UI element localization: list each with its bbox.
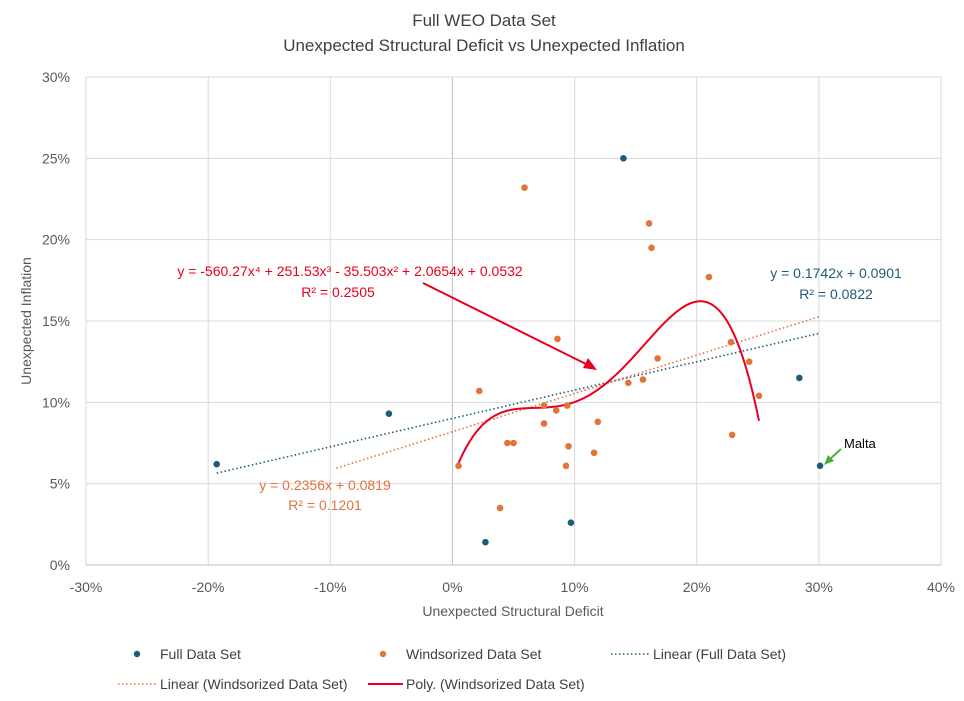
point-wins bbox=[594, 418, 602, 426]
point-wins bbox=[727, 338, 735, 346]
point-wins bbox=[648, 244, 655, 252]
point-wins bbox=[639, 376, 647, 383]
legend-label-full: Full Data Set bbox=[160, 646, 241, 662]
x-tick-label: 10% bbox=[561, 579, 589, 595]
point-wins bbox=[565, 442, 572, 450]
full-r2-label: R² = 0.0822 bbox=[799, 286, 873, 302]
malta-arrowhead bbox=[824, 455, 834, 465]
point-full bbox=[385, 410, 393, 418]
x-tick-label: -20% bbox=[192, 579, 225, 595]
poly-annotation-arrowhead bbox=[583, 358, 597, 370]
point-wins bbox=[705, 273, 713, 281]
point-wins bbox=[590, 449, 598, 457]
point-wins bbox=[540, 402, 548, 409]
full-equation-label: y = 0.1742x + 0.0901 bbox=[770, 265, 902, 281]
wins-equation-label: y = 0.2356x + 0.0819 bbox=[259, 477, 391, 493]
point-full bbox=[567, 519, 575, 527]
point-full bbox=[213, 460, 220, 468]
legend-label-poly-wins: Poly. (Windsorized Data Set) bbox=[406, 676, 585, 692]
point-wins bbox=[562, 462, 570, 470]
legend: Full Data Set Windsorized Data Set Linea… bbox=[118, 646, 786, 692]
legend-label-linear-full: Linear (Full Data Set) bbox=[653, 646, 786, 662]
point-full bbox=[816, 462, 824, 470]
x-tick-label: 0% bbox=[442, 579, 462, 595]
point-wins bbox=[476, 387, 483, 395]
chart-subtitle: Unexpected Structural Deficit vs Unexpec… bbox=[283, 36, 685, 55]
grid-lines bbox=[85, 76, 942, 566]
point-wins bbox=[654, 355, 661, 362]
point-wins bbox=[496, 504, 504, 512]
x-axis-ticks: -30% -20% -10% 0% 10% 20% 30% 40% bbox=[70, 579, 955, 595]
x-tick-label: 30% bbox=[805, 579, 833, 595]
y-tick-label: 25% bbox=[42, 150, 70, 166]
point-wins bbox=[645, 220, 653, 227]
wins-r2-label: R² = 0.1201 bbox=[288, 497, 362, 513]
point-wins bbox=[745, 358, 753, 365]
x-tick-label: 20% bbox=[683, 579, 711, 595]
y-axis-ticks: 0% 5% 10% 15% 20% 25% 30% bbox=[42, 69, 70, 573]
y-tick-label: 20% bbox=[42, 232, 70, 248]
legend-label-linear-wins: Linear (Windsorized Data Set) bbox=[160, 676, 348, 692]
point-full bbox=[620, 155, 627, 162]
y-tick-label: 5% bbox=[50, 476, 70, 492]
poly-equation-label: y = -560.27x⁴ + 251.53x³ - 35.503x² + 2.… bbox=[177, 263, 523, 279]
point-wins bbox=[728, 431, 736, 439]
point-full bbox=[482, 538, 489, 546]
point-wins bbox=[504, 439, 511, 447]
y-tick-label: 15% bbox=[42, 313, 70, 329]
y-tick-label: 0% bbox=[50, 557, 70, 573]
point-wins bbox=[563, 402, 571, 409]
poly-annotation-arrow bbox=[422, 282, 591, 367]
point-wins bbox=[510, 439, 517, 447]
y-tick-label: 30% bbox=[42, 69, 70, 85]
poly-r2-label: R² = 0.2505 bbox=[301, 284, 375, 300]
x-axis-label: Unexpected Structural Deficit bbox=[422, 603, 603, 619]
trendline-poly-wins bbox=[457, 300, 760, 464]
point-wins bbox=[540, 420, 548, 427]
point-wins bbox=[755, 392, 763, 400]
data-points bbox=[213, 155, 824, 546]
point-wins bbox=[521, 184, 528, 191]
point-wins bbox=[554, 335, 561, 343]
malta-label: Malta bbox=[844, 436, 877, 451]
point-wins bbox=[455, 462, 462, 470]
chart-title: Full WEO Data Set bbox=[412, 11, 556, 30]
y-axis-label: Unexpected Inflation bbox=[18, 257, 34, 385]
legend-label-wins: Windsorized Data Set bbox=[406, 646, 542, 662]
x-tick-label: 40% bbox=[927, 579, 955, 595]
trendline-linear-wins bbox=[336, 315, 821, 469]
trendline-linear-full bbox=[216, 332, 821, 474]
point-wins bbox=[552, 407, 560, 414]
legend-marker-full bbox=[133, 650, 141, 658]
point-full bbox=[796, 374, 803, 382]
trendlines bbox=[216, 300, 821, 474]
y-tick-label: 10% bbox=[42, 394, 70, 410]
legend-marker-wins bbox=[379, 650, 387, 658]
x-tick-label: -10% bbox=[314, 579, 347, 595]
point-wins bbox=[625, 379, 632, 387]
x-tick-label: -30% bbox=[70, 579, 103, 595]
